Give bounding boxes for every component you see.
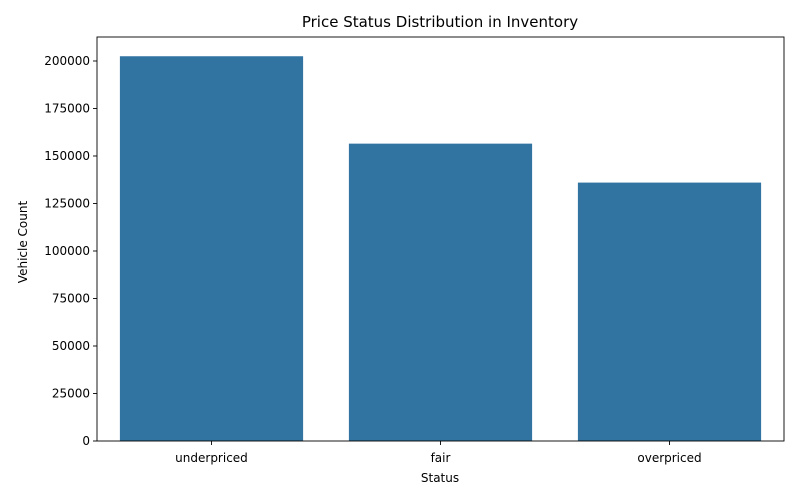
y-tick-label: 100000 xyxy=(44,244,90,258)
bar-underpriced xyxy=(119,56,304,441)
y-tick-label: 75000 xyxy=(52,291,90,305)
y-tick-label: 125000 xyxy=(44,196,90,210)
y-tick-label: 200000 xyxy=(44,54,90,68)
y-axis: 0 25000 50000 75000 100000 125000 150000 175000… xyxy=(44,54,97,448)
y-tick-label: 0 xyxy=(82,434,90,448)
y-tick-label: 175000 xyxy=(44,101,90,115)
chart-title: Price Status Distribution in Inventory xyxy=(302,13,578,31)
x-tick-label-underpriced: underpriced xyxy=(175,451,248,465)
bar-overpriced xyxy=(577,182,762,441)
x-axis-label: Status xyxy=(421,471,459,485)
y-tick-label: 50000 xyxy=(52,339,90,353)
y-axis-label: Vehicle Count xyxy=(16,201,30,284)
bar-fair xyxy=(348,143,533,441)
x-tick-label-overpriced: overpriced xyxy=(637,451,701,465)
x-tick-label-fair: fair xyxy=(431,451,451,465)
y-tick-label: 150000 xyxy=(44,149,90,163)
plot-spine-left xyxy=(96,36,785,442)
bars-group xyxy=(119,56,762,441)
x-axis: underpriced fair overpriced xyxy=(175,441,702,465)
y-tick-label: 25000 xyxy=(52,386,90,400)
